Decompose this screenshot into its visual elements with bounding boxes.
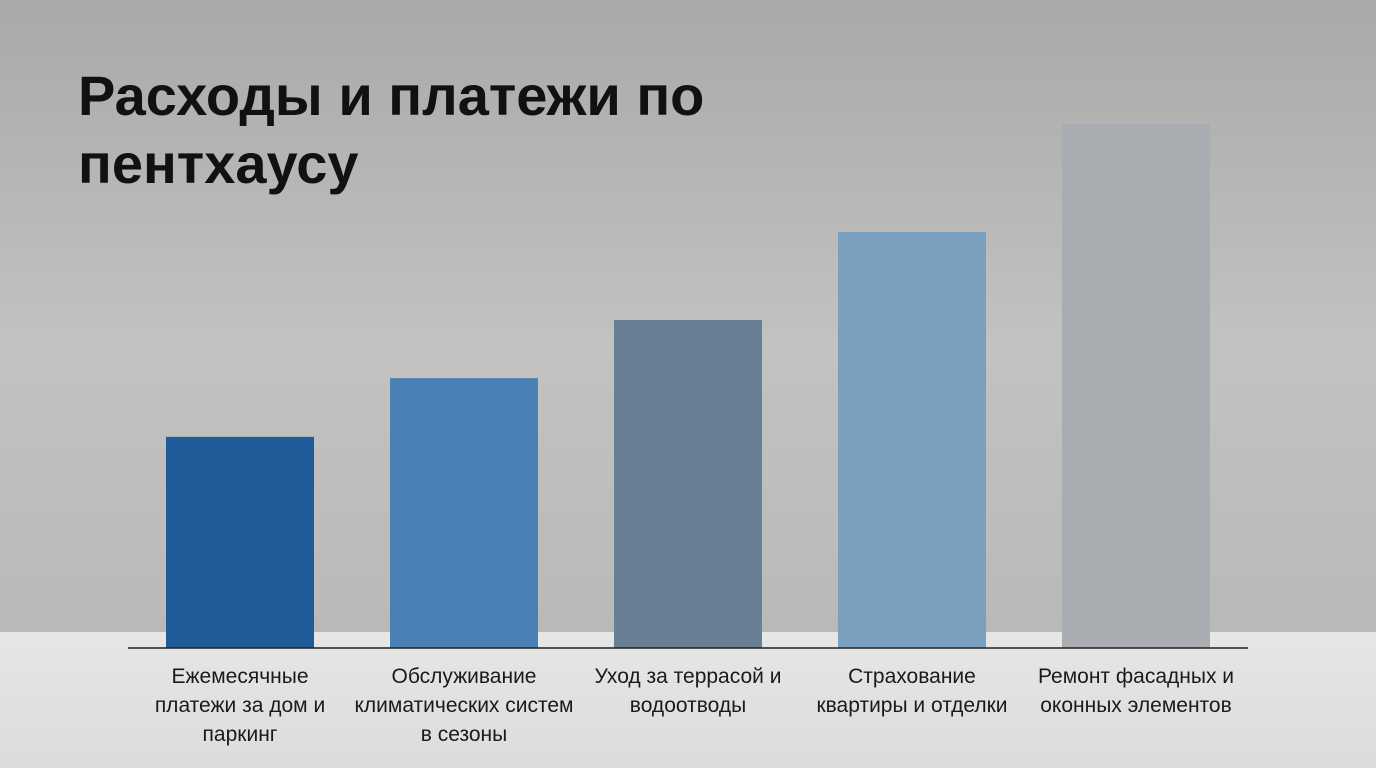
bar <box>1062 124 1210 648</box>
bar <box>390 378 538 648</box>
bar <box>838 231 986 648</box>
x-tick-label: Уход за террасой и водоотводы <box>594 665 782 717</box>
floor <box>0 632 1376 768</box>
bar <box>166 436 314 648</box>
x-tick-label: Ремонт фасадных и оконных элементов <box>1037 665 1235 717</box>
x-tick-label: Страхование квартиры и отделки <box>816 665 1008 717</box>
x-tick-label: Ежемесячные платежи за дом и паркинг <box>154 665 326 746</box>
x-tick-label: Обслуживание климатических систем в сезо… <box>354 665 574 746</box>
bar <box>614 319 762 648</box>
chart-title: Расходы и платежи по пентхаусу <box>78 64 705 195</box>
